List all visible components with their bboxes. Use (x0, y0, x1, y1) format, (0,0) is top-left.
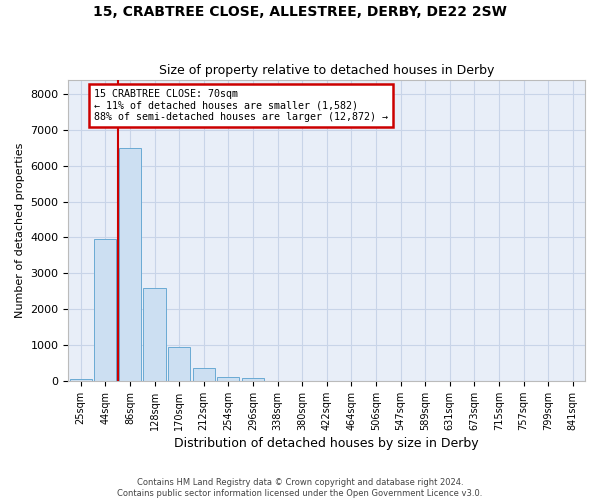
Title: Size of property relative to detached houses in Derby: Size of property relative to detached ho… (159, 64, 494, 77)
Text: Contains HM Land Registry data © Crown copyright and database right 2024.
Contai: Contains HM Land Registry data © Crown c… (118, 478, 482, 498)
Bar (193, 368, 215, 381)
Bar (168, 347, 190, 381)
Bar (70, 379, 92, 381)
X-axis label: Distribution of detached houses by size in Derby: Distribution of detached houses by size … (175, 437, 479, 450)
Bar (94, 239, 116, 381)
Bar (242, 378, 264, 381)
Bar (143, 288, 166, 381)
Text: 15 CRABTREE CLOSE: 70sqm
← 11% of detached houses are smaller (1,582)
88% of sem: 15 CRABTREE CLOSE: 70sqm ← 11% of detach… (94, 88, 388, 122)
Text: 15, CRABTREE CLOSE, ALLESTREE, DERBY, DE22 2SW: 15, CRABTREE CLOSE, ALLESTREE, DERBY, DE… (93, 5, 507, 19)
Bar (217, 376, 239, 381)
Bar (119, 148, 141, 381)
Y-axis label: Number of detached properties: Number of detached properties (15, 142, 25, 318)
